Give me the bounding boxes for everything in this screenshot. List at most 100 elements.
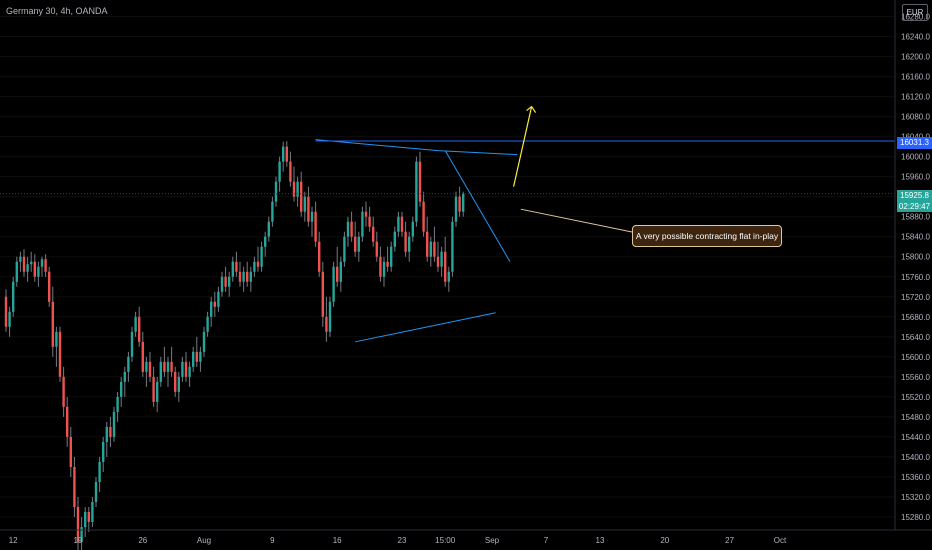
candle-down (152, 376, 155, 402)
candle-down (238, 271, 242, 282)
overlays (0, 105, 895, 233)
candles (4, 141, 465, 550)
candle-up (408, 236, 411, 252)
candle-down (195, 351, 198, 362)
time-tick-label: 27 (725, 536, 734, 545)
candle-up (411, 221, 414, 237)
candle-down (33, 261, 36, 277)
candle-down (246, 271, 249, 282)
time-tick-label: 26 (138, 536, 147, 545)
time-axis[interactable]: 12 19 26 Aug 9 16 23 15:00 Sep 7 13 20 27 Oct (9, 536, 787, 545)
price-tick-label: 16280.0 (901, 13, 930, 22)
candle-up (447, 271, 450, 282)
candle-up (249, 271, 252, 282)
candle-down (372, 226, 375, 242)
candle-up (415, 161, 418, 222)
candle-up (206, 316, 209, 332)
candle-up (199, 351, 202, 362)
candle-up (188, 366, 191, 377)
candle-up (19, 256, 22, 262)
candle-down (307, 196, 310, 222)
candle-up (116, 396, 119, 412)
price-tick-label: 15800.0 (901, 253, 930, 262)
bar-countdown: 02:29:47 (898, 202, 931, 211)
candle-up (84, 511, 87, 527)
candle-down (336, 266, 339, 282)
candle-up (159, 361, 162, 382)
time-tick-label: 9 (270, 536, 275, 545)
candle-up (94, 481, 98, 502)
candle-up (260, 246, 263, 267)
candle-down (436, 256, 440, 267)
candle-up (264, 236, 267, 247)
price-tick-label: 15720.0 (901, 293, 930, 302)
price-tick-label: 15560.0 (901, 373, 930, 382)
candle-down (76, 506, 80, 543)
candle-down (379, 256, 382, 277)
candle-up (296, 181, 299, 197)
candle-up (12, 281, 15, 312)
candle-down (109, 426, 112, 437)
trendline (444, 150, 511, 262)
trendlines[interactable] (315, 139, 518, 343)
price-tick-label: 15360.0 (901, 473, 930, 482)
candle-up (231, 261, 234, 277)
projection-arrow-line (513, 106, 533, 187)
candle-up (91, 501, 94, 522)
candle-up (102, 441, 105, 462)
candle-down (174, 371, 177, 392)
price-axis[interactable]: 16280.0 16240.0 16200.0 16160.0 16120.0 16080… (901, 13, 930, 522)
currency-badge[interactable]: EUR (902, 4, 928, 21)
candle-down (73, 466, 76, 507)
candle-down (58, 331, 62, 377)
candle-up (242, 271, 245, 282)
candle-down (170, 361, 173, 372)
time-tick-label: 23 (398, 536, 407, 545)
candle-down (256, 261, 260, 267)
candle-up (105, 426, 108, 442)
candle-down (235, 261, 238, 272)
candle-down (289, 161, 292, 182)
candle-down (44, 259, 47, 272)
candle-up (210, 301, 213, 317)
time-tick-label: 12 (9, 536, 18, 545)
candle-down (375, 241, 378, 257)
candle-down (4, 296, 8, 327)
candle-down (300, 181, 303, 212)
candle-down (422, 201, 425, 232)
candle-up (328, 301, 332, 332)
price-tick-label: 16080.0 (901, 113, 930, 122)
candle-down (364, 211, 368, 217)
candle-up (55, 331, 58, 347)
candle-up (339, 261, 342, 282)
price-tick-label: 15320.0 (901, 493, 930, 502)
candle-up (181, 361, 184, 377)
candle-down (292, 181, 296, 197)
candle-up (192, 351, 195, 367)
candle-up (440, 251, 443, 267)
candle-up (267, 221, 270, 237)
candle-down (48, 271, 51, 302)
candle-down (87, 511, 90, 522)
candle-up (393, 231, 396, 247)
candle-down (314, 211, 317, 242)
candle-down (418, 161, 422, 202)
candle-up (220, 276, 224, 292)
candle-up (127, 356, 130, 372)
time-tick-label: 19 (74, 536, 83, 545)
candle-up (120, 381, 123, 397)
candle-down (350, 221, 353, 237)
chart-title: Germany 30, 4h, OANDA (6, 6, 108, 16)
candle-down (368, 216, 371, 227)
time-tick-label: Sep (485, 536, 500, 545)
candle-up (177, 376, 180, 392)
price-tick-label: 16200.0 (901, 53, 930, 62)
candle-up (166, 361, 170, 372)
candle-down (62, 376, 65, 407)
candle-up (37, 266, 40, 277)
candle-down (386, 261, 389, 267)
annotation-callout[interactable]: A very possible contracting flat in-play (632, 225, 782, 247)
candle-down (213, 301, 216, 307)
price-tick-label: 15880.0 (901, 213, 930, 222)
